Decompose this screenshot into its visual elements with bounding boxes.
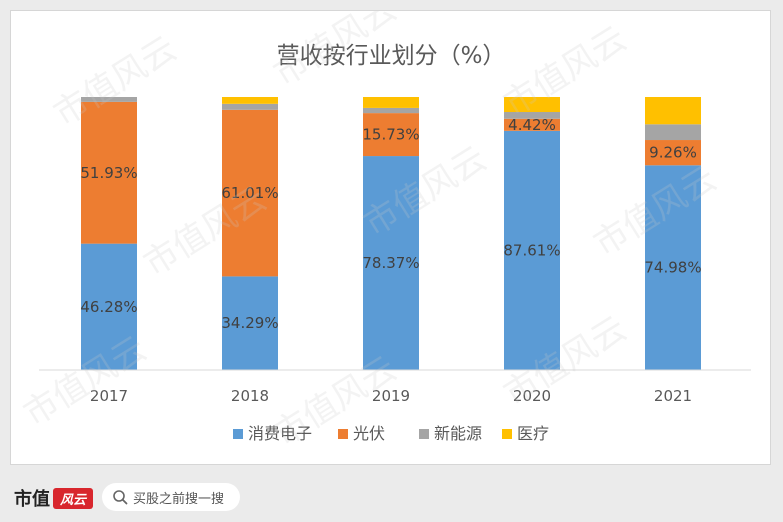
x-tick-label: 2019 [372, 387, 410, 405]
x-tick-label: 2021 [654, 387, 692, 405]
bar-2018-光伏 [222, 109, 278, 277]
data-label-2017-消费电子: 46.28% [80, 298, 137, 316]
bars [81, 97, 701, 370]
bar-2021-消费电子 [645, 165, 701, 370]
bar-2017-光伏 [81, 101, 137, 244]
bar-2019-光伏 [363, 113, 419, 157]
bar-2020-新能源 [504, 112, 560, 119]
legend-item-光伏: 光伏 [338, 424, 385, 443]
legend-label: 新能源 [434, 424, 482, 443]
search-placeholder: 买股之前搜一搜 [133, 491, 225, 507]
legend-swatch [419, 429, 429, 439]
bar-2021-新能源 [645, 124, 701, 141]
bar-2020-医疗 [504, 97, 560, 113]
bar-2019-新能源 [363, 107, 419, 114]
legend-label: 医疗 [517, 424, 549, 443]
x-tick-label: 2017 [90, 387, 128, 405]
bar-2017-新能源 [81, 97, 137, 102]
legend-item-新能源: 新能源 [419, 424, 482, 443]
data-label-2019-消费电子: 78.37% [362, 254, 419, 272]
bar-2018-医疗 [222, 97, 278, 104]
x-tick-label: 2020 [513, 387, 551, 405]
brand-logo[interactable]: 市值 风云 [14, 486, 93, 510]
x-axis-ticks: 2017 2018 2019 2020 2021 [90, 387, 692, 405]
search-input[interactable]: 买股之前搜一搜 [102, 483, 240, 511]
legend-item-消费电子: 消费电子 [233, 424, 312, 443]
chart: 营收按行业划分（%） 46.28% 51.93% 34.29% 61.01% 78.37… [39, 43, 751, 443]
data-label-2017-光伏: 51.93% [80, 164, 137, 182]
bar-2020-消费电子 [504, 130, 560, 370]
bar-2019-医疗 [363, 97, 419, 108]
chart-card: 营收按行业划分（%） 46.28% 51.93% 34.29% 61.01% 78.37… [10, 10, 771, 465]
data-label-2018-消费电子: 34.29% [221, 314, 278, 332]
data-label-2019-光伏: 15.73% [362, 126, 419, 144]
search-icon [113, 490, 128, 505]
footer: 市值 风云 买股之前搜一搜 [0, 470, 783, 522]
brand-seal: 风云 [53, 487, 93, 509]
bar-2020-光伏 [504, 118, 560, 131]
data-labels: 46.28% 51.93% 34.29% 61.01% 78.37% 15.73% 87.6… [80, 116, 701, 332]
data-label-2020-光伏: 4.42% [508, 116, 556, 134]
data-label-2021-光伏: 9.26% [649, 144, 697, 162]
legend-swatch [233, 429, 243, 439]
legend-label: 光伏 [353, 424, 385, 443]
x-tick-label: 2018 [231, 387, 269, 405]
bar-2017-消费电子 [81, 243, 137, 370]
data-label-2018-光伏: 61.01% [221, 184, 278, 202]
brand-text: 市值 [14, 489, 50, 510]
chart-title: 营收按行业划分（%） [277, 43, 506, 69]
bar-2018-新能源 [222, 103, 278, 110]
data-label-2020-消费电子: 87.61% [503, 241, 560, 259]
legend-item-医疗: 医疗 [502, 424, 549, 443]
legend-swatch [338, 429, 348, 439]
legend: 消费电子 光伏 新能源 医疗 [233, 424, 549, 443]
bar-2021-医疗 [645, 97, 701, 125]
data-label-2021-消费电子: 74.98% [644, 259, 701, 277]
bar-2021-光伏 [645, 140, 701, 166]
legend-swatch [502, 429, 512, 439]
bar-2018-消费电子 [222, 276, 278, 370]
legend-label: 消费电子 [248, 424, 312, 443]
bar-2019-消费电子 [363, 156, 419, 370]
